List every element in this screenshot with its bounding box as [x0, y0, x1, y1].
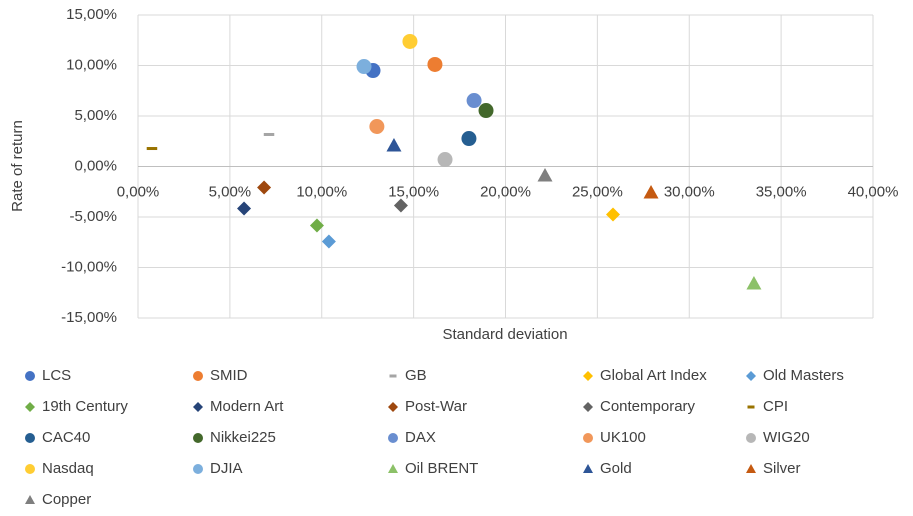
legend-label: Contemporary — [600, 398, 696, 415]
legend-label: CAC40 — [42, 429, 90, 446]
legend-label: Copper — [42, 491, 91, 508]
legend-label: DAX — [405, 429, 436, 446]
y-tick-label: 0,00% — [74, 157, 117, 174]
legend-marker — [25, 495, 35, 504]
legend-marker — [746, 433, 756, 443]
legend-label: SMID — [210, 367, 248, 384]
x-tick-label: 5,00% — [209, 183, 252, 200]
y-tick-label: -5,00% — [69, 208, 117, 225]
legend-marker — [746, 371, 756, 381]
legend-label: Post-War — [405, 398, 467, 415]
legend-label: Silver — [763, 460, 801, 477]
legend-marker — [583, 433, 593, 443]
legend-marker — [193, 371, 203, 381]
legend-label: Gold — [600, 460, 632, 477]
y-tick-label: -15,00% — [61, 309, 117, 326]
legend-label: Oil BRENT — [405, 460, 478, 477]
x-tick-label: 35,00% — [756, 183, 807, 200]
point — [257, 180, 272, 195]
legend-label: Old Masters — [763, 367, 844, 384]
legend-marker — [25, 402, 35, 412]
legend-label: CPI — [763, 398, 788, 415]
point — [537, 167, 553, 182]
legend-label: UK100 — [600, 429, 646, 446]
legend-label: LCS — [42, 367, 71, 384]
legend-marker — [388, 433, 398, 443]
x-tick-label: 10,00% — [296, 183, 347, 200]
legend-marker — [583, 402, 593, 412]
point — [321, 234, 336, 249]
legend-label: GB — [405, 367, 427, 384]
point — [402, 33, 418, 49]
y-axis-title: Rate of return — [9, 120, 26, 212]
point — [605, 207, 620, 222]
legend-marker — [389, 374, 397, 378]
legend-marker — [25, 433, 35, 443]
point — [386, 137, 402, 152]
legend-label: WIG20 — [763, 429, 810, 446]
legend-label: Modern Art — [210, 398, 284, 415]
legend-label: 19th Century — [42, 398, 128, 415]
legend-marker — [193, 433, 203, 443]
legend-label: Nasdaq — [42, 460, 94, 477]
x-tick-label: 40,00% — [848, 183, 899, 200]
x-tick-label: 20,00% — [480, 183, 531, 200]
legend-label: Global Art Index — [600, 367, 707, 384]
point — [393, 198, 408, 213]
point — [478, 103, 494, 119]
legend-label: Nikkei225 — [210, 429, 276, 446]
point — [427, 56, 443, 72]
point — [263, 132, 275, 136]
legend-marker — [193, 402, 203, 412]
x-tick-label: 0,00% — [117, 183, 160, 200]
x-tick-label: 25,00% — [572, 183, 623, 200]
point — [746, 275, 762, 290]
point — [437, 152, 453, 168]
legend-marker — [388, 402, 398, 412]
legend-marker — [388, 464, 398, 473]
legend-marker — [747, 405, 755, 409]
y-tick-label: 15,00% — [66, 6, 117, 23]
point — [643, 184, 659, 199]
legend-marker — [25, 371, 35, 381]
y-tick-label: 10,00% — [66, 56, 117, 73]
y-tick-label: -10,00% — [61, 258, 117, 275]
point — [461, 131, 477, 147]
point — [309, 218, 324, 233]
legend-label: DJIA — [210, 460, 243, 477]
x-tick-label: 30,00% — [664, 183, 715, 200]
x-axis-title: Standard deviation — [442, 326, 567, 343]
point — [146, 147, 158, 151]
point — [356, 59, 372, 75]
point — [369, 119, 385, 135]
legend-marker — [746, 464, 756, 473]
legend-marker — [193, 464, 203, 474]
point — [237, 201, 252, 216]
legend-marker — [583, 371, 593, 381]
point — [466, 93, 482, 109]
legend-marker — [25, 464, 35, 474]
legend-marker — [583, 464, 593, 473]
y-tick-label: 5,00% — [74, 107, 117, 124]
x-tick-label: 15,00% — [388, 183, 439, 200]
